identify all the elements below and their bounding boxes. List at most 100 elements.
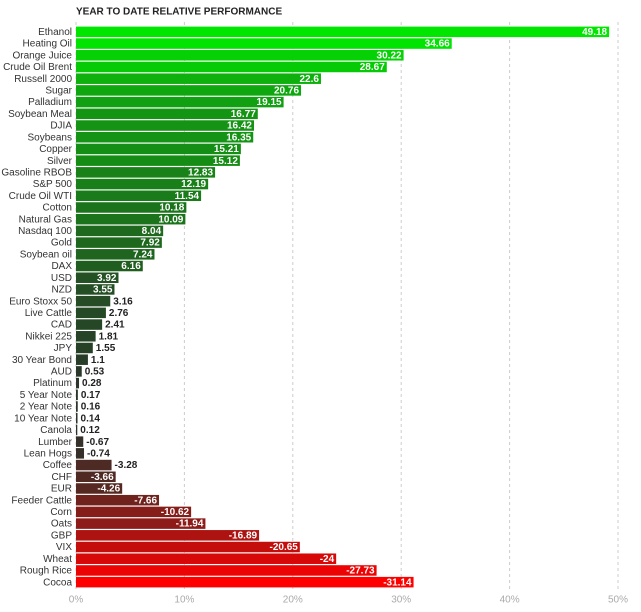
value-label: -24 <box>320 554 335 565</box>
bar <box>76 155 240 166</box>
category-label: Wheat <box>43 554 72 565</box>
category-label: 30 Year Bond <box>12 355 72 366</box>
category-label: Russell 2000 <box>14 74 72 85</box>
category-label: Sugar <box>45 86 72 97</box>
value-label: 1.81 <box>99 331 119 342</box>
category-label: Heating Oil <box>23 39 72 50</box>
category-label: DJIA <box>50 121 72 132</box>
bar <box>76 108 258 120</box>
bar <box>76 38 452 49</box>
value-label: 1.55 <box>96 343 116 354</box>
value-label: -20.65 <box>269 542 298 553</box>
category-label: Palladium <box>28 97 72 108</box>
category-label: Nasdaq 100 <box>18 226 72 237</box>
value-label: 3.55 <box>93 285 113 296</box>
bar <box>76 436 84 447</box>
bar <box>76 331 96 342</box>
category-label: CHF <box>51 472 72 483</box>
category-label: Silver <box>47 156 73 167</box>
category-label: Gold <box>51 238 72 249</box>
category-label: Natural Gas <box>19 214 72 225</box>
value-label: -0.67 <box>86 437 109 448</box>
value-label: 15.21 <box>214 144 239 155</box>
category-label: 10 Year Note <box>14 413 72 424</box>
bar <box>76 50 404 61</box>
value-label: 19.15 <box>257 97 282 108</box>
x-tick-label: 0% <box>69 595 84 606</box>
bar <box>76 530 260 541</box>
category-label: DAX <box>51 261 72 272</box>
value-label: -10.62 <box>161 507 190 518</box>
category-label: NZD <box>51 285 72 296</box>
bar <box>76 518 206 529</box>
category-label: Crude Oil Brent <box>3 62 72 73</box>
value-label: 0.12 <box>80 425 100 436</box>
category-label: Corn <box>50 507 72 518</box>
value-label: 49.18 <box>582 27 607 38</box>
category-label: Euro Stoxx 50 <box>9 296 72 307</box>
x-tick-label: 30% <box>391 595 411 606</box>
x-tick-label: 50% <box>608 595 628 606</box>
value-label: 0.16 <box>81 402 101 413</box>
value-label: 7.92 <box>140 238 160 249</box>
bar <box>76 459 112 471</box>
value-label: 12.83 <box>188 167 213 178</box>
value-label: 16.42 <box>227 121 252 132</box>
bar <box>76 167 216 178</box>
bar <box>76 26 610 38</box>
category-label: Coffee <box>43 460 73 471</box>
category-label: Copper <box>39 144 72 155</box>
category-label: Lean Hogs <box>24 448 72 459</box>
value-label: 28.67 <box>360 62 385 73</box>
bar <box>76 96 284 108</box>
category-label: 2 Year Note <box>20 402 73 413</box>
value-label: 22.6 <box>300 74 320 85</box>
bar <box>76 213 186 225</box>
category-label: Live Cattle <box>25 308 73 319</box>
bar <box>76 120 254 131</box>
category-label: Rough Rice <box>20 566 73 577</box>
value-label: 1.1 <box>91 355 105 366</box>
bar <box>76 73 321 84</box>
value-label: 6.16 <box>121 261 141 272</box>
bar <box>76 471 116 483</box>
bar <box>76 506 192 518</box>
category-label: Cocoa <box>43 577 72 588</box>
bar <box>76 295 111 307</box>
value-label: 34.66 <box>425 39 450 50</box>
bar <box>76 389 78 401</box>
bar <box>76 190 202 202</box>
value-label: 0.28 <box>82 378 102 389</box>
category-label: S&P 500 <box>33 179 73 190</box>
bar <box>76 412 78 424</box>
category-label: Gasoline RBOB <box>1 167 72 178</box>
bar <box>76 565 377 576</box>
bar <box>76 319 103 330</box>
value-label: 30.22 <box>377 50 402 61</box>
bar <box>76 178 209 190</box>
value-label: 16.77 <box>231 109 256 120</box>
bar <box>76 424 78 436</box>
bar <box>76 494 160 506</box>
value-label: -3.66 <box>91 472 114 483</box>
value-label: 0.53 <box>85 367 105 378</box>
value-label: -3.28 <box>115 460 138 471</box>
category-label: Feeder Cattle <box>11 495 72 506</box>
bar <box>76 377 80 389</box>
bar <box>76 143 241 155</box>
bar <box>76 272 119 283</box>
bar <box>76 225 164 237</box>
bar <box>76 576 414 588</box>
value-label: -7.66 <box>134 495 157 506</box>
category-label: Nikkei 225 <box>25 331 72 342</box>
category-label: Platinum <box>33 378 72 389</box>
value-label: 2.41 <box>105 320 125 331</box>
x-tick-label: 40% <box>500 595 520 606</box>
category-label: Crude Oil WTI <box>9 191 72 202</box>
category-label: CAD <box>51 320 72 331</box>
category-label: Soybean Meal <box>8 109 72 120</box>
category-label: USD <box>51 273 72 284</box>
bar <box>76 131 254 143</box>
bar <box>76 237 162 248</box>
value-label: 15.12 <box>213 156 238 167</box>
